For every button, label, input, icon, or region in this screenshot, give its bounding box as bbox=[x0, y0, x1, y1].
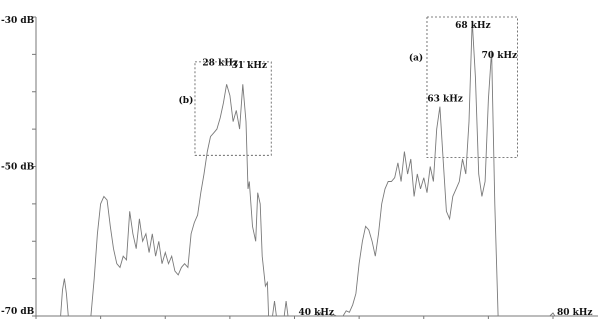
y-tick-labels: -30 dB -50 dB -70 dB bbox=[1, 16, 35, 317]
highlight-box bbox=[194, 61, 272, 156]
x-tick-label: 40 kHz bbox=[299, 308, 335, 318]
annotation-label: 63 kHz bbox=[427, 94, 463, 104]
y-tick-label: -30 dB bbox=[1, 16, 35, 26]
series-layer bbox=[60, 20, 556, 317]
annotation-label: 68 kHz bbox=[455, 21, 491, 31]
y-tick-label: -50 dB bbox=[1, 163, 35, 173]
annotation-label: 70 kHz bbox=[482, 51, 518, 61]
annotation-label: (b) bbox=[179, 95, 194, 106]
highlight-box bbox=[426, 16, 518, 158]
highlight-boxes bbox=[194, 16, 518, 158]
axes bbox=[32, 16, 598, 319]
annotation-label: (a) bbox=[409, 52, 423, 63]
annotation-label: 31 kHz bbox=[232, 61, 268, 71]
annotation-label: 28 kHz bbox=[202, 59, 238, 69]
x-tick-labels: 40 kHz 80 kHz bbox=[299, 308, 593, 318]
x-tick-label: 80 kHz bbox=[557, 308, 593, 318]
y-tick-label: -70 dB bbox=[1, 307, 35, 317]
spectrum-trace bbox=[60, 20, 556, 317]
